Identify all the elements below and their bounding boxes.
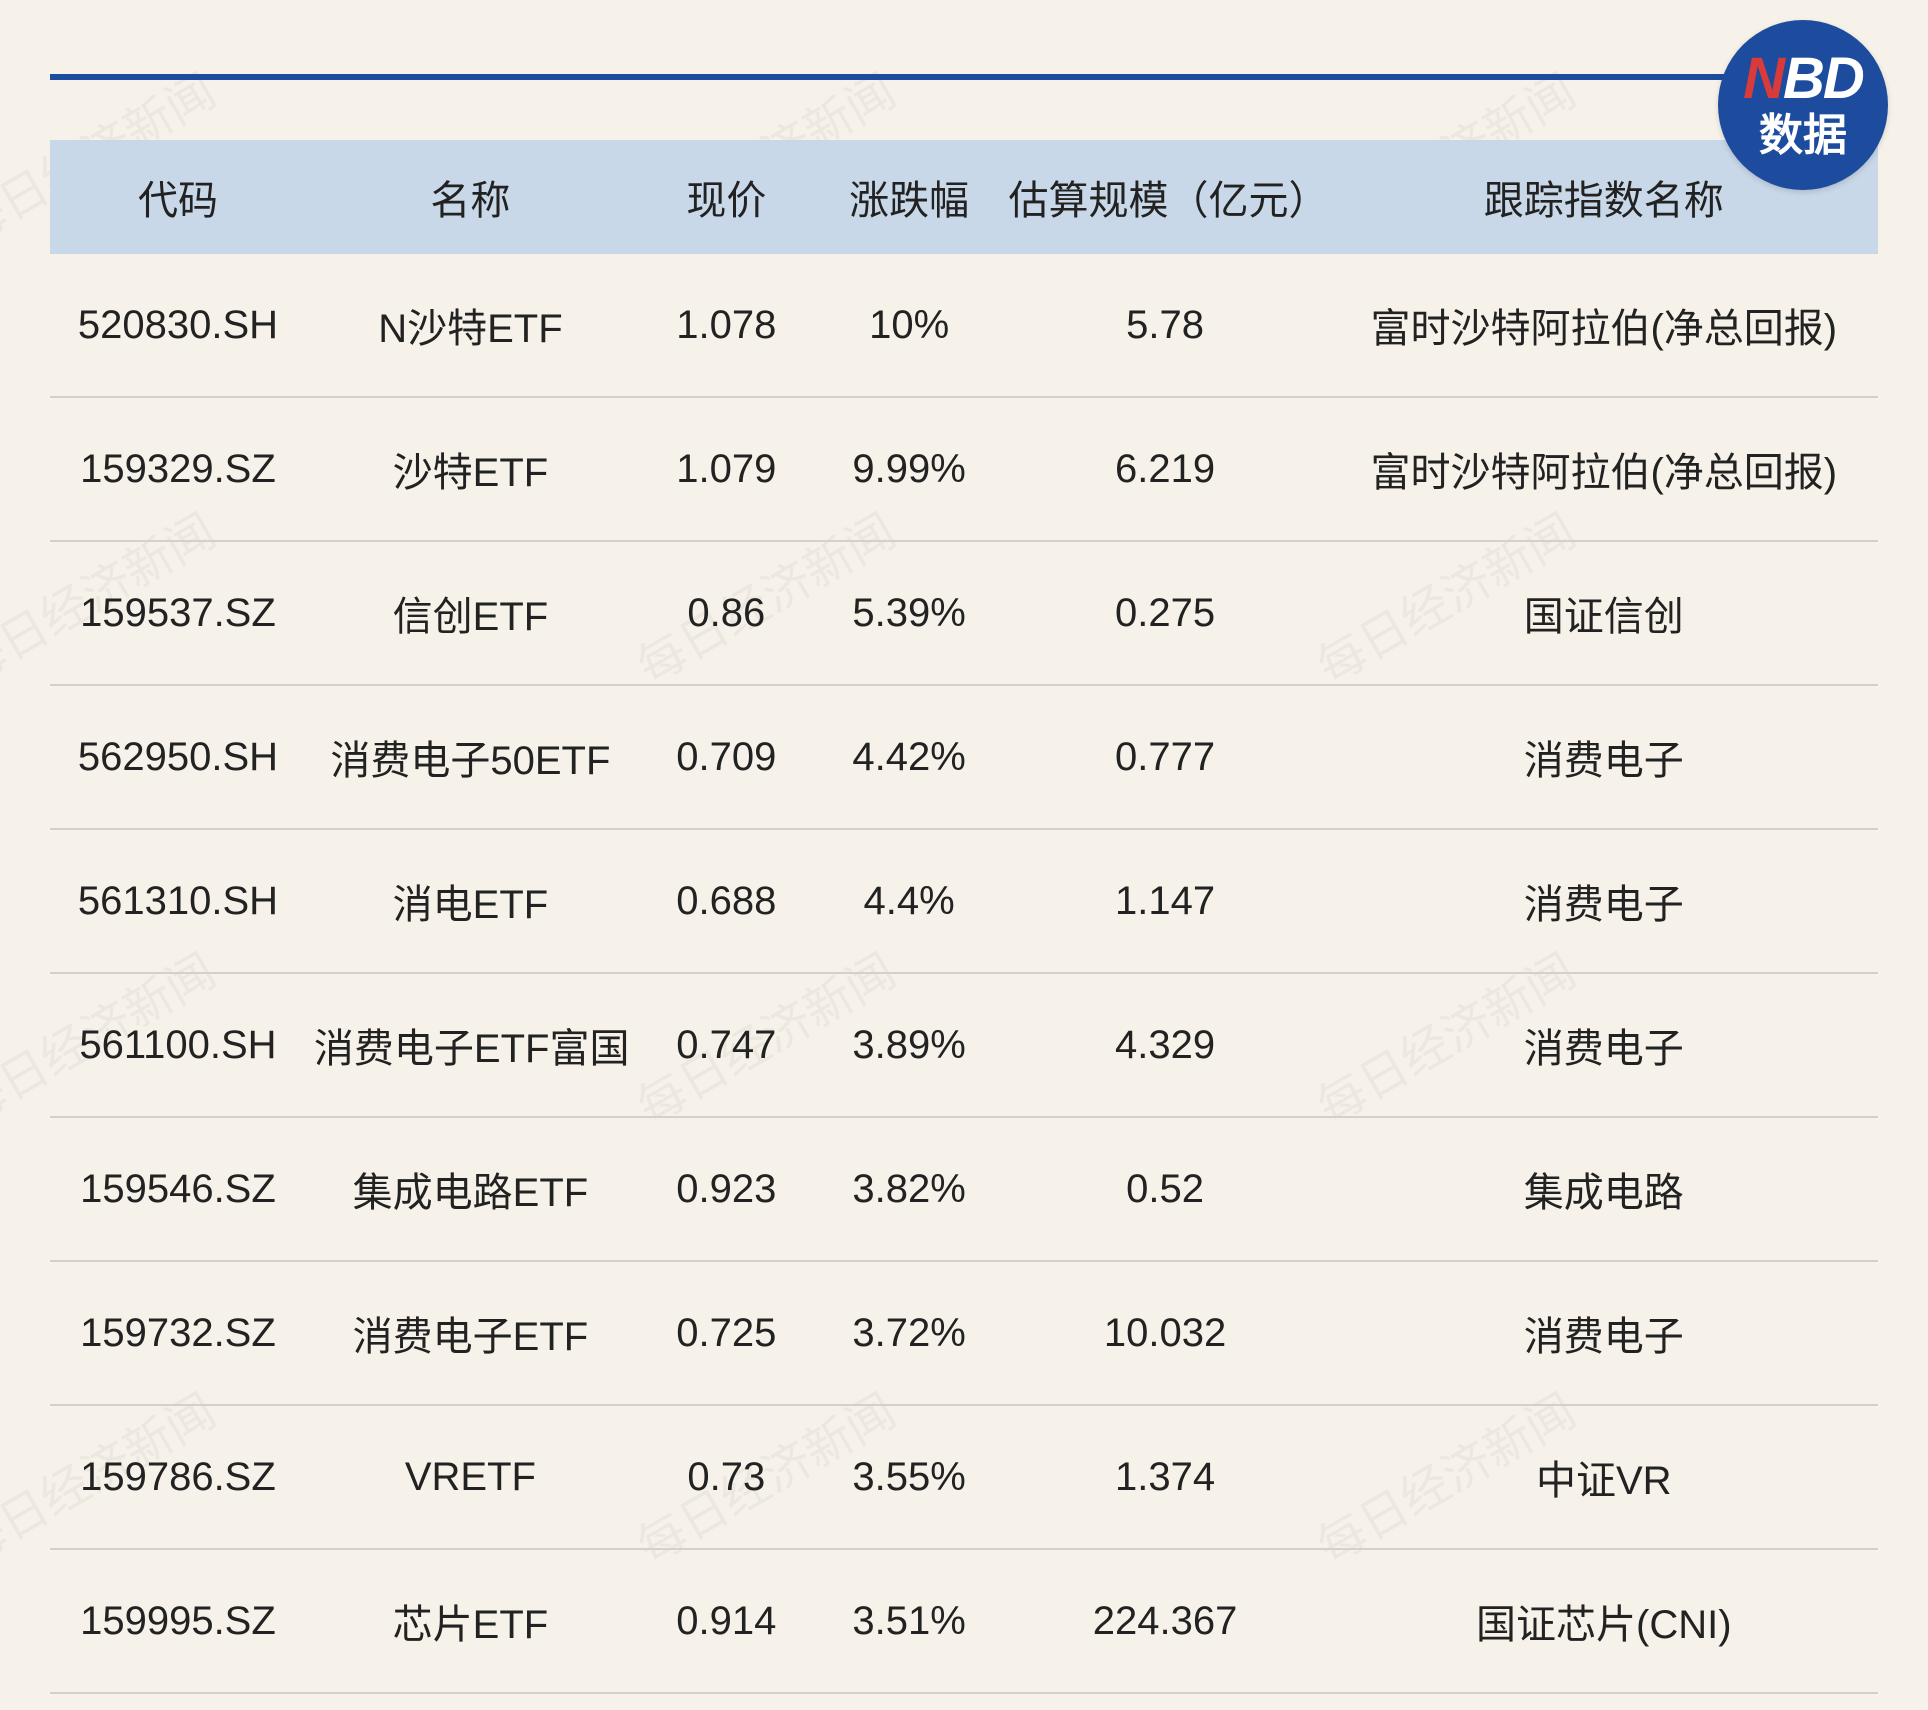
cell-scale: 1.374 — [1001, 1405, 1330, 1549]
cell-price: 0.747 — [635, 973, 818, 1117]
cell-scale: 4.329 — [1001, 973, 1330, 1117]
cell-index: 消费电子 — [1330, 685, 1878, 829]
cell-change: 4.42% — [818, 685, 1001, 829]
cell-index: 国证信创 — [1330, 541, 1878, 685]
cell-code: 159732.SZ — [50, 1261, 306, 1405]
col-header-price: 现价 — [635, 140, 818, 254]
cell-code: 561310.SH — [50, 829, 306, 973]
cell-price: 0.923 — [635, 1117, 818, 1261]
table-row: 159329.SZ沙特ETF1.0799.99%6.219富时沙特阿拉伯(净总回… — [50, 397, 1878, 541]
table-header-row: 代码 名称 现价 涨跌幅 估算规模（亿元） 跟踪指数名称 — [50, 140, 1878, 254]
cell-change: 5.39% — [818, 541, 1001, 685]
cell-name: VRETF — [306, 1405, 635, 1549]
col-header-code: 代码 — [50, 140, 306, 254]
cell-scale: 6.219 — [1001, 397, 1330, 541]
table-row: 520830.SHN沙特ETF1.07810%5.78富时沙特阿拉伯(净总回报) — [50, 254, 1878, 397]
cell-name: 信创ETF — [306, 541, 635, 685]
nbd-logo-badge: NBD 数据 — [1718, 20, 1888, 190]
table-row: 159995.SZ芯片ETF0.9143.51%224.367国证芯片(CNI) — [50, 1549, 1878, 1693]
cell-change: 3.55% — [818, 1405, 1001, 1549]
cell-scale: 0.275 — [1001, 541, 1330, 685]
cell-index: 消费电子 — [1330, 829, 1878, 973]
cell-scale: 0.52 — [1001, 1117, 1330, 1261]
cell-code: 159786.SZ — [50, 1405, 306, 1549]
cell-code: 562950.SH — [50, 685, 306, 829]
cell-name: 芯片ETF — [306, 1549, 635, 1693]
cell-change: 9.99% — [818, 397, 1001, 541]
col-header-name: 名称 — [306, 140, 635, 254]
cell-code: 159995.SZ — [50, 1549, 306, 1693]
etf-table-container: 代码 名称 现价 涨跌幅 估算规模（亿元） 跟踪指数名称 520830.SHN沙… — [50, 140, 1878, 1694]
cell-name: 集成电路ETF — [306, 1117, 635, 1261]
table-row: 561310.SH消电ETF0.6884.4%1.147消费电子 — [50, 829, 1878, 973]
cell-index: 富时沙特阿拉伯(净总回报) — [1330, 254, 1878, 397]
cell-price: 0.709 — [635, 685, 818, 829]
cell-price: 0.725 — [635, 1261, 818, 1405]
cell-change: 3.82% — [818, 1117, 1001, 1261]
cell-code: 159537.SZ — [50, 541, 306, 685]
cell-change: 4.4% — [818, 829, 1001, 973]
table-row: 159732.SZ消费电子ETF0.7253.72%10.032消费电子 — [50, 1261, 1878, 1405]
cell-scale: 1.147 — [1001, 829, 1330, 973]
cell-index: 集成电路 — [1330, 1117, 1878, 1261]
cell-change: 10% — [818, 254, 1001, 397]
table-row: 159537.SZ信创ETF0.865.39%0.275国证信创 — [50, 541, 1878, 685]
col-header-change: 涨跌幅 — [818, 140, 1001, 254]
nbd-logo-n: N — [1743, 46, 1783, 111]
cell-name: 消电ETF — [306, 829, 635, 973]
cell-name: N沙特ETF — [306, 254, 635, 397]
nbd-logo-subtitle: 数据 — [1759, 112, 1847, 160]
cell-scale: 224.367 — [1001, 1549, 1330, 1693]
cell-index: 富时沙特阿拉伯(净总回报) — [1330, 397, 1878, 541]
cell-scale: 0.777 — [1001, 685, 1330, 829]
cell-price: 1.078 — [635, 254, 818, 397]
cell-index: 中证VR — [1330, 1405, 1878, 1549]
etf-table: 代码 名称 现价 涨跌幅 估算规模（亿元） 跟踪指数名称 520830.SHN沙… — [50, 140, 1878, 1694]
table-row: 159786.SZVRETF0.733.55%1.374中证VR — [50, 1405, 1878, 1549]
cell-change: 3.51% — [818, 1549, 1001, 1693]
cell-scale: 5.78 — [1001, 254, 1330, 397]
table-row: 159546.SZ集成电路ETF0.9233.82%0.52集成电路 — [50, 1117, 1878, 1261]
cell-name: 沙特ETF — [306, 397, 635, 541]
cell-code: 520830.SH — [50, 254, 306, 397]
cell-code: 561100.SH — [50, 973, 306, 1117]
cell-change: 3.89% — [818, 973, 1001, 1117]
header-divider — [50, 70, 1878, 80]
cell-code: 159546.SZ — [50, 1117, 306, 1261]
cell-price: 1.079 — [635, 397, 818, 541]
cell-price: 0.688 — [635, 829, 818, 973]
nbd-logo-bd: BD — [1783, 46, 1863, 111]
table-row: 562950.SH消费电子50ETF0.7094.42%0.777消费电子 — [50, 685, 1878, 829]
cell-scale: 10.032 — [1001, 1261, 1330, 1405]
table-row: 561100.SH消费电子ETF富国0.7473.89%4.329消费电子 — [50, 973, 1878, 1117]
cell-price: 0.86 — [635, 541, 818, 685]
cell-index: 国证芯片(CNI) — [1330, 1549, 1878, 1693]
cell-price: 0.73 — [635, 1405, 818, 1549]
cell-index: 消费电子 — [1330, 1261, 1878, 1405]
cell-change: 3.72% — [818, 1261, 1001, 1405]
cell-code: 159329.SZ — [50, 397, 306, 541]
cell-name: 消费电子ETF — [306, 1261, 635, 1405]
nbd-logo-text: NBD — [1743, 50, 1863, 108]
col-header-scale: 估算规模（亿元） — [1001, 140, 1330, 254]
cell-index: 消费电子 — [1330, 973, 1878, 1117]
cell-price: 0.914 — [635, 1549, 818, 1693]
cell-name: 消费电子ETF富国 — [306, 973, 635, 1117]
cell-name: 消费电子50ETF — [306, 685, 635, 829]
